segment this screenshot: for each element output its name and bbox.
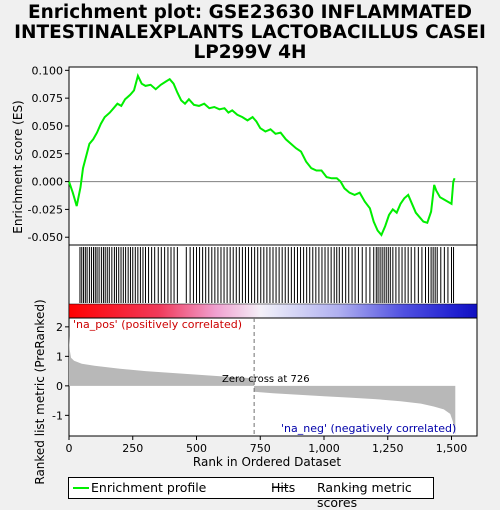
na-pos-annotation: 'na_pos' (positively correlated)	[73, 318, 242, 331]
es-panel-frame	[68, 66, 478, 246]
legend: Enrichment profile Hits Ranking metric s…	[68, 477, 434, 510]
rank-y-tick-label: 1	[56, 350, 63, 363]
chart-title-line-1: Enrichment plot: GSE23630 INFLAMMATED	[27, 2, 473, 23]
es-y-tick-label: 0.000	[32, 176, 64, 189]
x-axis-label: Rank in Ordered Dataset	[193, 455, 341, 469]
legend-ranking-label: Ranking metric scores	[317, 480, 412, 510]
ranking-metric-area	[69, 335, 456, 435]
na-neg-annotation: 'na_neg' (negatively correlated)	[281, 422, 456, 435]
x-tick-label: 0	[66, 442, 73, 455]
enrichment-profile-line	[68, 73, 456, 237]
rank-color-bar	[68, 303, 478, 319]
es-y-axis-label: Enrichment score (ES)	[11, 100, 25, 233]
x-tick-label: 1,250	[372, 442, 404, 455]
legend-hits-swatch	[272, 487, 288, 488]
es-y-tick-label: -0.050	[28, 231, 63, 244]
legend-enrichment-swatch	[73, 487, 89, 489]
es-y-tick-label: -0.025	[28, 203, 63, 216]
es-y-tick-label: 0.100	[32, 64, 64, 77]
rank-y-tick-label: 0	[56, 380, 63, 393]
rank-y-tick-label: -1	[52, 409, 63, 422]
es-y-tick-label: 0.025	[32, 148, 64, 161]
zero-cross-annotation: Zero cross at 726	[222, 374, 310, 385]
legend-hits-label: Hits	[271, 480, 296, 495]
x-tick-label: 750	[250, 442, 271, 455]
chart-title-line-2: INTESTINALEXPLANTS LACTOBACILLUS CASEI	[14, 22, 486, 43]
chart-title-line-3: LP299V 4H	[193, 42, 307, 63]
es-y-tick-label: 0.075	[32, 92, 64, 105]
rank-y-tick-label: 2	[56, 321, 63, 334]
x-tick-label: 500	[186, 442, 207, 455]
es-y-tick-label: 0.050	[32, 120, 64, 133]
rank-y-axis-label: Ranked list metric (PreRanked)	[33, 299, 47, 484]
legend-enrichment-label: Enrichment profile	[91, 480, 207, 495]
x-tick-label: 1,000	[308, 442, 340, 455]
x-tick-label: 250	[122, 442, 143, 455]
x-tick-label: 1,500	[436, 442, 468, 455]
legend-ranking-swatch	[349, 487, 365, 488]
